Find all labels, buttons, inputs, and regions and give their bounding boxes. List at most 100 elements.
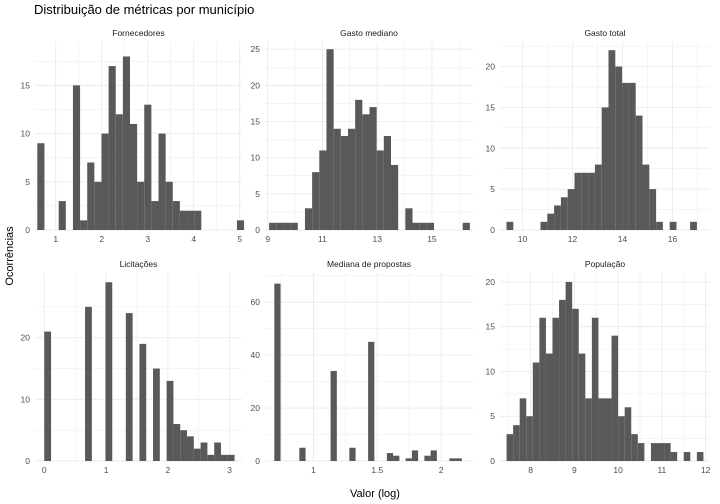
y-tick-label: 15 xyxy=(486,322,496,332)
histogram-bar xyxy=(108,66,116,230)
histogram-bar xyxy=(547,213,555,230)
panel-populacao: 8 9 10 11 12 0 5 10 15 20 População xyxy=(486,259,711,475)
y-tick-label: 5 xyxy=(490,184,495,194)
x-tick-label: 0 xyxy=(42,465,47,475)
histogram-bar xyxy=(283,222,291,230)
histogram-bar xyxy=(611,335,619,461)
panel-title: Licitações xyxy=(120,259,158,269)
y-tick-label: 20 xyxy=(251,403,261,413)
histogram-bar xyxy=(122,56,130,230)
y-tick-label: 20 xyxy=(251,80,261,90)
x-tick-label: 2 xyxy=(165,465,170,475)
histogram-bar xyxy=(58,201,66,230)
histogram-bar xyxy=(565,281,573,461)
histogram-bar xyxy=(355,99,363,230)
histogram-bar xyxy=(405,458,412,461)
histogram-bar xyxy=(80,220,88,230)
histogram-bar xyxy=(220,454,228,461)
y-tick-label: 60 xyxy=(251,297,261,307)
x-tick-label: 9 xyxy=(572,465,577,475)
histogram-bar xyxy=(368,341,375,461)
histogram-bar xyxy=(588,172,595,230)
histogram-bar xyxy=(165,181,173,230)
x-tick-label: 3 xyxy=(227,465,232,475)
panel-gasto-total: 10 12 14 16 0 5 10 15 20 Gasto total xyxy=(486,28,710,244)
histogram-bar xyxy=(567,189,575,230)
x-tick-label: 2 xyxy=(439,465,444,475)
histogram-bar xyxy=(455,458,462,461)
histogram-bar xyxy=(642,164,650,230)
histogram-bar xyxy=(598,398,605,461)
histogram-bar xyxy=(552,317,560,461)
y-tick-label: 0 xyxy=(255,456,260,466)
histogram-bar xyxy=(628,82,636,230)
x-tick-label: 2 xyxy=(99,234,104,244)
histogram-bar xyxy=(554,205,561,230)
histogram-bar xyxy=(449,458,456,461)
histogram-bar xyxy=(635,115,643,230)
histogram-bar xyxy=(430,450,437,461)
histogram-bar xyxy=(411,450,419,461)
histogram-bar xyxy=(419,222,427,230)
histogram-bar xyxy=(200,442,208,461)
histogram-bar xyxy=(506,434,514,461)
histogram-bar xyxy=(166,380,174,461)
y-tick-label: 15 xyxy=(486,102,496,112)
x-tick-label: 3 xyxy=(145,234,150,244)
histogram-bar xyxy=(608,50,616,230)
panel-fornecedores: 1 2 3 4 5 0 5 10 15 Fornecedores xyxy=(21,28,245,244)
y-tick-label: 5 xyxy=(490,411,495,421)
x-tick-label: 5 xyxy=(237,234,242,244)
histogram-bar xyxy=(386,453,394,461)
y-tick-label: 10 xyxy=(486,143,496,153)
histogram-bar xyxy=(214,442,221,461)
histogram-bar xyxy=(605,398,612,461)
histogram-bar xyxy=(683,452,691,461)
histogram-bar xyxy=(545,353,553,461)
histogram-bar xyxy=(669,221,677,230)
histogram-bar xyxy=(274,283,281,461)
histogram-bar xyxy=(696,452,704,461)
histogram-bar xyxy=(656,221,663,230)
y-tick-label: 20 xyxy=(486,277,496,287)
y-tick-label: 10 xyxy=(251,153,261,163)
histogram-bar xyxy=(376,150,384,230)
histogram-bar xyxy=(347,128,356,230)
y-tick-label: 5 xyxy=(25,177,30,187)
y-tick-label: 0 xyxy=(490,456,495,466)
histogram-bar xyxy=(369,107,377,230)
histogram-bar xyxy=(94,181,102,230)
histogram-bar xyxy=(670,452,678,461)
histogram-bar xyxy=(574,172,582,230)
histogram-bar xyxy=(539,317,546,461)
y-axis-title: Ocorrências xyxy=(4,226,16,286)
histogram-bar xyxy=(624,407,632,461)
histogram-bar xyxy=(650,443,658,461)
x-tick-label: 1 xyxy=(53,234,58,244)
histogram-bar xyxy=(153,368,160,461)
histogram-bar xyxy=(158,133,166,230)
y-tick-label: 20 xyxy=(486,62,496,72)
y-tick-label: 10 xyxy=(21,394,31,404)
histogram-bar xyxy=(125,313,133,461)
x-tick-label: 13 xyxy=(372,234,382,244)
histogram-bar xyxy=(144,104,152,230)
y-tick-label: 5 xyxy=(255,189,260,199)
histogram-bar xyxy=(269,222,277,230)
histogram-bar xyxy=(426,222,435,230)
histogram-bar xyxy=(615,66,623,231)
y-tick-label: 10 xyxy=(486,366,496,376)
histogram-bar xyxy=(101,133,109,230)
panel-title: Gasto total xyxy=(584,28,625,38)
histogram-bar xyxy=(393,455,400,461)
y-tick-label: 0 xyxy=(255,225,260,235)
y-tick-label: 15 xyxy=(251,117,261,127)
histogram-bar xyxy=(506,221,514,230)
y-tick-label: 10 xyxy=(21,129,31,139)
histogram-bar xyxy=(227,454,235,461)
histogram-bar xyxy=(194,210,202,230)
histogram-bar xyxy=(540,221,548,230)
histogram-bar xyxy=(690,221,697,230)
panel-title: Fornecedores xyxy=(112,28,164,38)
